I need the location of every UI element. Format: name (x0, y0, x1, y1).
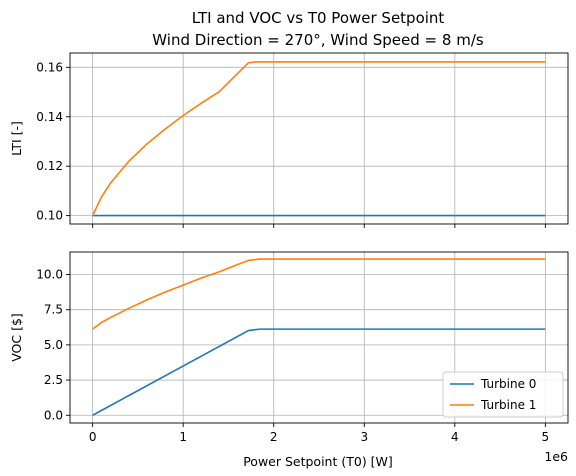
x-offset-text: 1e6 (544, 449, 568, 464)
top-y-tick-label: 0.10 (36, 209, 63, 223)
chart-title-line-1: LTI and VOC vs T0 Power Setpoint (192, 9, 445, 27)
bottom-y-axis-label: VOC [$] (9, 313, 24, 362)
bottom-y-tick-label: 0.0 (44, 408, 63, 422)
x-axis-label: Power Setpoint (T0) [W] (243, 454, 393, 469)
top-y-tick-label: 0.16 (36, 60, 63, 74)
top-y-axis-label: LTI [-] (9, 121, 24, 156)
bottom-y-tick-label: 7.5 (44, 303, 63, 317)
bottom-panel: 0 1 2 3 4 5 0.0 2.5 5.0 7.5 10.0 VOC [$] Power Set… (9, 251, 569, 469)
top-y-tick-label: 0.12 (36, 159, 63, 173)
top-panel: 0.10 0.12 0.14 0.16 LTI [-] (9, 52, 569, 228)
bottom-x-tick-label: 1 (179, 430, 187, 444)
bottom-x-tick-label: 3 (360, 430, 368, 444)
legend: Turbine 0 Turbine 1 (442, 371, 564, 418)
bottom-line-turbine-1 (92, 258, 546, 330)
bottom-x-tick-label: 4 (451, 430, 459, 444)
bottom-series-group (92, 258, 546, 416)
top-ticks: 0.10 0.12 0.14 0.16 (36, 60, 546, 228)
legend-label-turbine-0: Turbine 0 (480, 377, 536, 391)
bottom-x-tick-label: 0 (89, 430, 97, 444)
bottom-ticks: 0 1 2 3 4 5 0.0 2.5 5.0 7.5 10.0 (36, 268, 549, 444)
top-series-group (91, 61, 546, 217)
top-grid (70, 53, 568, 224)
legend-label-turbine-1: Turbine 1 (480, 398, 536, 412)
bottom-line-turbine-0 (92, 328, 546, 416)
bottom-y-tick-label: 2.5 (44, 373, 63, 387)
top-line-series-1 (91, 61, 546, 216)
bottom-y-tick-label: 5.0 (44, 338, 63, 352)
bottom-x-tick-label: 2 (270, 430, 278, 444)
bottom-plot-frame (69, 251, 569, 424)
bottom-y-tick-label: 10.0 (36, 268, 63, 282)
top-plot-frame (69, 52, 569, 225)
top-y-tick-label: 0.14 (36, 110, 63, 124)
bottom-x-tick-label: 5 (542, 430, 550, 444)
chart-title-line-2: Wind Direction = 270°, Wind Speed = 8 m/… (152, 31, 484, 49)
